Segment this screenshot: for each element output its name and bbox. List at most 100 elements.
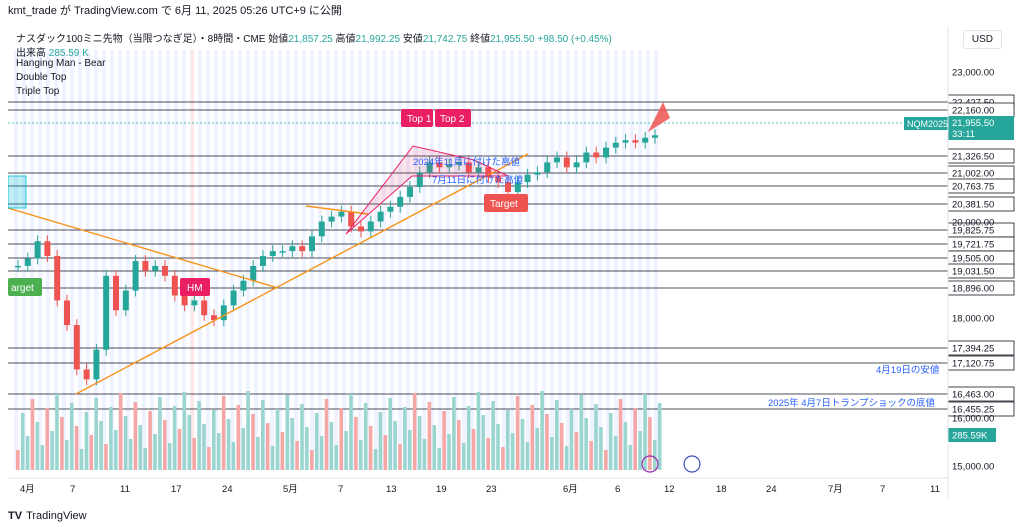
chart-area[interactable]: 22,427.5022,160.0021,326.5021,002.0020,7… — [8, 26, 1016, 498]
last-price-value: 21,955.50 — [952, 118, 994, 129]
candle-body[interactable] — [230, 290, 237, 306]
candle-body[interactable] — [64, 300, 70, 326]
candle-body[interactable] — [162, 265, 168, 276]
candle-body[interactable] — [377, 211, 384, 222]
candle-body[interactable] — [563, 157, 570, 168]
candle-body[interactable] — [485, 167, 492, 178]
indicator-double-top[interactable]: Double Top — [16, 72, 67, 83]
volume-bar — [300, 404, 304, 470]
candle-body[interactable] — [426, 162, 433, 173]
indicator-triple-top[interactable]: Triple Top — [16, 86, 60, 97]
candle-body[interactable] — [103, 275, 110, 350]
volume-bar — [123, 416, 128, 470]
candle-body[interactable] — [54, 256, 61, 301]
session-stripe — [206, 50, 210, 470]
candle-body[interactable] — [142, 260, 149, 271]
session-stripe — [614, 50, 618, 470]
candle-body[interactable] — [328, 216, 335, 222]
candle-body[interactable] — [24, 258, 31, 266]
candle-body[interactable] — [622, 140, 629, 143]
candle-body[interactable] — [309, 236, 315, 252]
session-stripe — [310, 50, 314, 470]
projection-arrow-icon[interactable] — [648, 102, 670, 132]
session-stripe — [278, 50, 282, 470]
fast-forward-icon[interactable] — [683, 455, 701, 473]
candle-body[interactable] — [152, 265, 159, 271]
volume-bar — [314, 413, 319, 470]
candle-body[interactable] — [44, 241, 51, 257]
candle-body[interactable] — [603, 147, 609, 158]
candle-body[interactable] — [397, 196, 404, 207]
candle-body[interactable] — [612, 142, 619, 148]
indicator-hanging-man[interactable]: Hanging Man - Bear — [16, 58, 106, 69]
candle-body[interactable] — [240, 280, 247, 291]
candle-body[interactable] — [593, 152, 600, 158]
candle-body[interactable] — [83, 369, 90, 380]
candle-body[interactable] — [113, 275, 119, 311]
candle-body[interactable] — [299, 246, 306, 252]
candle-body[interactable] — [73, 325, 80, 370]
candle-body[interactable] — [544, 162, 551, 173]
candle-body[interactable] — [181, 295, 188, 306]
candle-body[interactable] — [652, 135, 658, 138]
candle-body[interactable] — [514, 182, 521, 192]
target-right-label: Target — [490, 199, 518, 210]
price-chart[interactable]: 22,427.5022,160.0021,326.5021,002.0020,7… — [8, 26, 1016, 498]
volume-bar — [251, 414, 255, 470]
volume-bar — [349, 394, 353, 470]
volume-bar — [114, 430, 118, 470]
candle-body[interactable] — [456, 162, 462, 165]
candle-body[interactable] — [387, 206, 394, 212]
triple-top-pattern[interactable] — [345, 145, 509, 235]
candle-body[interactable] — [505, 182, 511, 192]
trendline-down[interactable] — [8, 207, 279, 289]
trendline-up[interactable] — [75, 153, 529, 395]
candle-body[interactable] — [201, 300, 208, 316]
candle-body[interactable] — [93, 349, 100, 380]
volume-bar — [236, 405, 241, 470]
candle-body[interactable] — [211, 315, 217, 321]
session-stripe — [582, 50, 586, 470]
trendline-flag[interactable] — [305, 205, 369, 215]
time-axis-label: 13 — [386, 484, 397, 495]
candle-body[interactable] — [132, 260, 139, 291]
candle-body[interactable] — [289, 246, 296, 252]
volume-bar — [491, 401, 495, 470]
candle-body[interactable] — [269, 251, 276, 257]
candle-body[interactable] — [260, 256, 266, 266]
flash-icon[interactable] — [641, 455, 659, 473]
candle-body[interactable] — [15, 265, 21, 268]
candle-body[interactable] — [632, 140, 639, 143]
candle-body[interactable] — [524, 174, 531, 183]
candle-body[interactable] — [407, 187, 413, 197]
candle-body[interactable] — [279, 251, 286, 253]
candle-body[interactable] — [583, 152, 590, 163]
volume-bar — [65, 440, 69, 470]
candle-body[interactable] — [34, 241, 41, 259]
candle-body[interactable] — [475, 167, 482, 173]
candle-body[interactable] — [358, 226, 364, 232]
candle-body[interactable] — [338, 211, 345, 217]
candle-body[interactable] — [573, 162, 580, 168]
candle-body[interactable] — [416, 172, 423, 188]
candle-body[interactable] — [171, 275, 178, 296]
candle-body[interactable] — [191, 300, 198, 306]
candle-body[interactable] — [534, 172, 541, 175]
candle-body[interactable] — [436, 162, 443, 168]
candle-body[interactable] — [554, 157, 560, 163]
candle-body[interactable] — [465, 162, 472, 173]
candle-body[interactable] — [250, 265, 257, 281]
volume-bar — [525, 442, 530, 470]
candle-body[interactable] — [220, 305, 227, 321]
candle-body[interactable] — [495, 177, 502, 183]
close-label: 終値 — [470, 34, 491, 45]
candle-body[interactable] — [318, 221, 325, 237]
candle-body[interactable] — [348, 211, 355, 227]
candle-body[interactable] — [367, 221, 374, 232]
candle-body[interactable] — [122, 290, 129, 311]
candle-body[interactable] — [446, 164, 453, 168]
candle-body[interactable] — [642, 137, 649, 143]
volume-bar — [530, 405, 535, 470]
volume-bar — [290, 418, 294, 470]
currency-selector[interactable]: USD — [962, 30, 1002, 49]
